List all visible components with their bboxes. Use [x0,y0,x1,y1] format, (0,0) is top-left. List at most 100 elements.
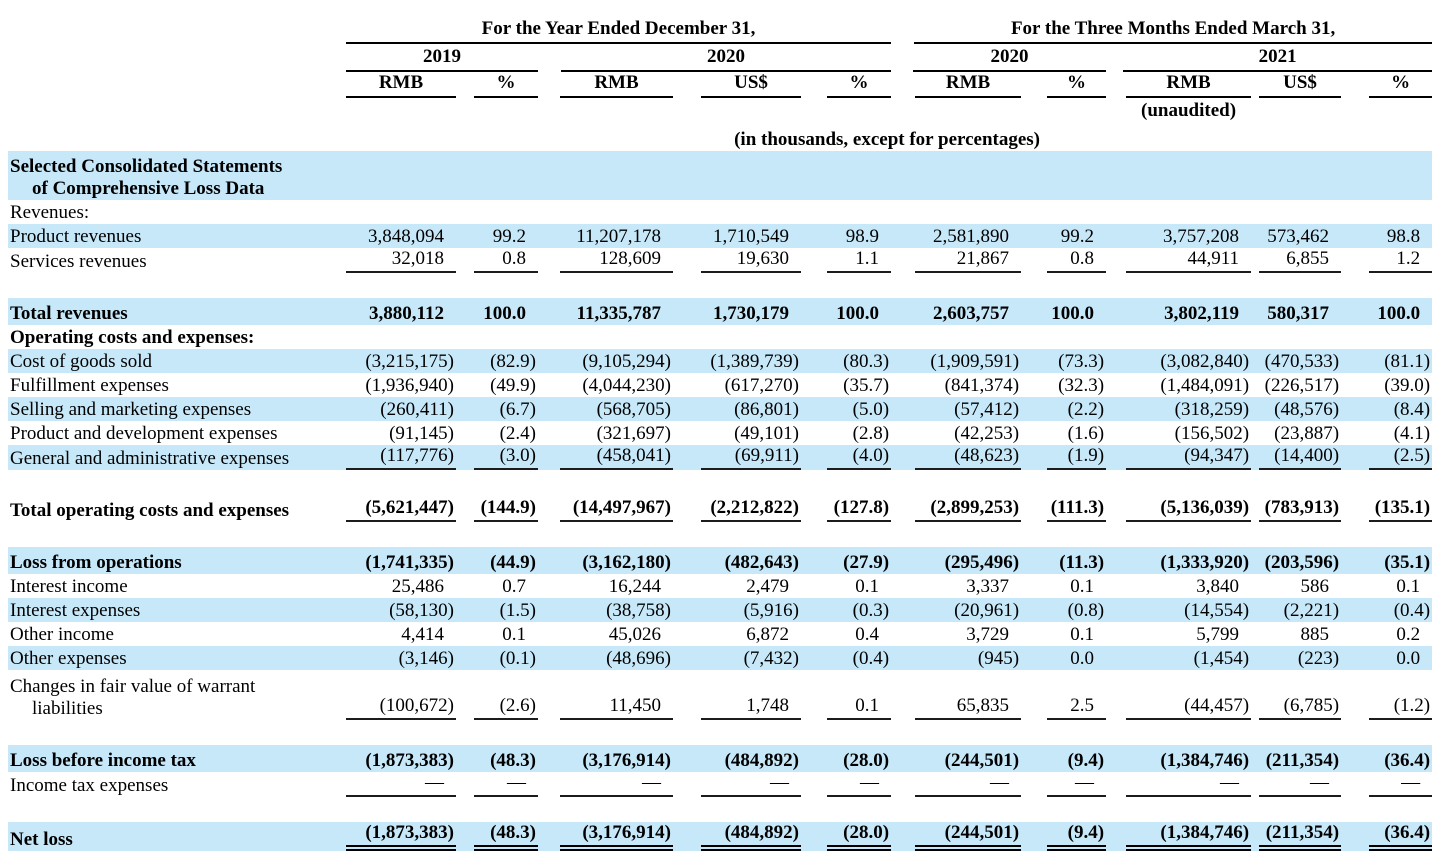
cell-value: (295,496) [944,552,1020,573]
cell-value: 580,317 [1267,303,1330,324]
cell-value: (2.6) [474,695,538,720]
cell-value: (135.1) [1369,497,1433,522]
row-label: Income tax expenses [10,775,169,796]
cell-value: (211,354) [1259,822,1342,851]
cell-value: (23,887) [1274,423,1340,444]
cell-value: — [827,772,892,797]
cell-value: 3,802,119 [1164,303,1240,324]
cell-value: (35.1) [1384,552,1431,573]
cell-value: (1.5) [499,600,536,621]
cell-value: (3.0) [474,445,538,470]
cell-value: (14,400) [1259,445,1342,470]
cell-value: (2.2) [1067,399,1105,420]
cell-value: 11,335,787 [576,303,661,324]
col-header-usd-2020: US$ [701,72,801,98]
col-header-rmb-2020: RMB [560,72,673,98]
cell-value: (6.7) [499,399,536,420]
cell-value: (1,333,920) [1160,552,1250,573]
row-label: Net loss [8,822,342,851]
table-row: Net loss (1,873,383) (48.3) (3,176,914) (484… [8,822,1433,851]
row-label: Operating costs and expenses: [10,327,255,348]
cell-value: (2,899,253) [915,497,1022,522]
table-header: For the Year Ended December 31, For the … [8,0,1433,151]
table-row: General and administrative expenses (117,… [8,445,1433,470]
table-row: Loss from operations (1,741,335) (44.9) (3,… [8,547,1433,574]
row-label: Other expenses [8,646,342,670]
cell-value: (0.3) [852,600,890,621]
cell-value: — [1369,772,1433,797]
cell-value: 586 [1300,576,1330,597]
cell-value: 25,486 [391,576,444,597]
cell-value: (1,389,739) [710,351,799,372]
cell-value: — [701,772,801,797]
table-row: Fulfillment expenses (1,936,940) (49.9) (4,… [8,373,1432,397]
row-label: Product revenues [8,224,342,248]
table-row: Income tax expenses — — — — — — — — — — [8,772,1433,797]
cell-value: (144.9) [474,497,538,522]
col-header-rmb-q2021: RMB [1126,72,1252,98]
cell-value: — [474,772,538,797]
row-label: General and administrative expenses [8,445,342,470]
cell-value: (1,741,335) [365,552,454,573]
row-label: Loss before income tax [8,745,342,772]
cell-value: (49.9) [490,375,536,396]
cell-value: 3,337 [966,576,1010,597]
cell-value: (5,621,447) [346,497,456,522]
cell-value: 3,729 [966,624,1010,645]
row-label-line1: Changes in fair value of warrant [10,676,256,697]
cell-value: (0.8) [1067,600,1105,621]
table-row: Revenues: [8,200,1432,224]
cell-value: 0.1 [855,576,880,597]
cell-value: (5,916) [743,600,799,621]
cell-value: (0.4) [852,648,890,669]
cell-value: 573,462 [1267,226,1330,247]
cell-value: (35.7) [843,375,890,396]
row-label: Revenues: [10,202,90,223]
table-body: Selected Consolidated Statements of Compr… [8,151,1433,851]
cell-value: (3,215,175) [365,351,454,372]
cell-value: (58,130) [389,600,454,621]
cell-value: (1,484,091) [1160,375,1250,396]
cell-value: (91,145) [389,423,454,444]
quarter-header-2021: 2021 [1123,46,1433,72]
cell-value: 0.1 [827,695,892,720]
cell-value: — [346,772,456,797]
cell-value: 32,018 [346,248,456,273]
table-row: Product and development expenses (91,145)… [8,421,1432,445]
cell-value: (617,270) [724,375,799,396]
cell-value: (203,596) [1264,552,1340,573]
cell-value: (36.4) [1369,822,1433,851]
table-row: Selling and marketing expenses (260,411) (… [8,397,1433,421]
cell-value: 99.2 [492,226,526,247]
cell-value: (3,082,840) [1160,351,1250,372]
row-label: Total operating costs and expenses [10,500,290,521]
row-label-line2: of Comprehensive Loss Data [32,178,265,199]
cell-value: (2,212,822) [701,497,801,522]
row-label: Interest expenses [8,598,342,622]
cell-value: — [915,772,1022,797]
cell-value: (260,411) [380,399,454,420]
financial-statements-table: For the Year Ended December 31, For the … [8,0,1433,851]
cell-value: (48.3) [474,822,538,851]
cell-value: 65,835 [915,695,1022,720]
cell-value: 3,757,208 [1163,226,1240,247]
spacer-row [8,797,1432,822]
cell-value: 100.0 [483,303,526,324]
col-header-usd-q2021: US$ [1259,72,1342,98]
col-header-pct-q2020: % [1047,72,1107,98]
year-header-2020: 2020 [561,46,892,72]
row-label-line2: liabilities [32,698,103,719]
cell-value: (1.2) [1369,695,1433,720]
cell-value: (2.4) [499,423,536,444]
row-label-line1: Selected Consolidated Statements [10,156,283,177]
cell-value: (8.4) [1393,399,1431,420]
cell-value: 3,848,094 [368,226,444,247]
table-row: Other expenses (3,146) (0.1) (48,696) (7,432… [8,646,1433,670]
table-row: Services revenues 32,018 0.8 128,609 19,630 1… [8,248,1433,273]
cell-value: (48,576) [1274,399,1340,420]
cell-value: 21,867 [915,248,1022,273]
cell-value: (2,221) [1283,600,1340,621]
cell-value: 100.0 [1377,303,1421,324]
row-label: Services revenues [10,251,147,272]
cell-value: (211,354) [1265,750,1340,771]
